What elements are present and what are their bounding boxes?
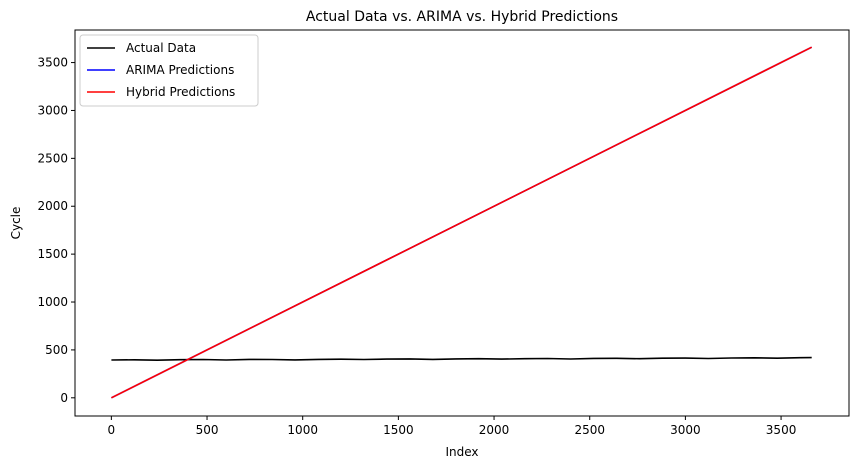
x-tick-label: 2500 [574,423,605,437]
y-tick-label: 2500 [37,151,68,165]
plot-area-frame [74,29,850,417]
x-tick-label: 500 [196,423,219,437]
x-tick-label: 3000 [670,423,701,437]
legend-label-actual-data: Actual Data [126,41,196,55]
y-tick-label: 3000 [37,103,68,117]
x-tick-label: 0 [108,423,116,437]
y-tick-label: 2000 [37,199,68,213]
y-tick-label: 0 [60,391,68,405]
series-line-actual-data [111,356,812,362]
y-axis-label: Cycle [9,207,23,240]
x-tick-label: 3500 [766,423,797,437]
legend-label-hybrid-predictions: Hybrid Predictions [126,85,235,99]
x-tick-label: 1000 [287,423,318,437]
series-layer [111,46,813,399]
chart-title: Actual Data vs. ARIMA vs. Hybrid Predict… [306,9,618,25]
y-tick-label: 3500 [37,56,68,70]
y-tick-label: 1500 [37,247,68,261]
y-tick-label: 1000 [37,295,68,309]
legend-label-arima-predictions: ARIMA Predictions [126,63,234,77]
x-axis: 0 500 1000 1500 2000 2500 3000 3500 [108,416,797,437]
y-tick-label: 500 [45,343,68,357]
x-tick-label: 2000 [479,423,510,437]
legend-box [79,34,259,107]
legend: Actual Data ARIMA Predictions Hybrid Predi… [79,34,259,107]
y-axis: 0 500 1000 1500 2000 2500 3000 3500 [37,56,75,405]
series-line-hybrid-predictions [111,46,813,399]
x-axis-label: Index [445,445,478,459]
x-tick-label: 1500 [383,423,414,437]
